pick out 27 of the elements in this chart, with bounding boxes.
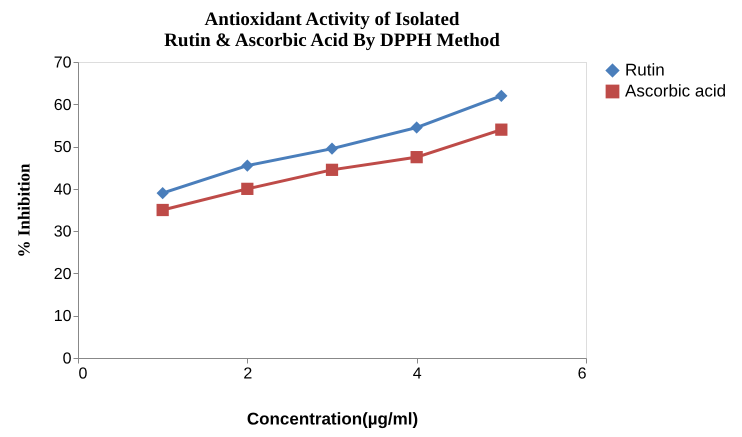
point	[156, 186, 169, 200]
y-tick-label: 70	[54, 54, 72, 72]
legend-label: Rutin	[625, 60, 665, 80]
point	[156, 204, 169, 216]
point	[326, 164, 338, 176]
y-tick-label: 60	[54, 96, 72, 114]
x-axis-title: Concentration(µg/ml)	[246, 410, 418, 428]
y-tick-label: 10	[54, 308, 72, 326]
y-tick-label: 30	[54, 224, 72, 241]
point	[241, 182, 254, 195]
x-tick-label: 0	[78, 366, 88, 382]
x-tick-label: 6	[578, 366, 587, 382]
point	[495, 124, 508, 136]
x-tick-label: 4	[412, 366, 422, 382]
x-tick-label: 2	[243, 366, 252, 382]
point	[410, 151, 423, 164]
point	[495, 90, 508, 102]
y-tick-label: 50	[54, 139, 72, 156]
y-tick-label: 40	[54, 181, 72, 198]
point	[410, 121, 423, 134]
y-tick-label: 20	[54, 266, 72, 283]
y-axis-title: % Inhibition	[14, 162, 34, 258]
chart-title: Antioxidant Activity of Isolated Rutin & Ascorbic Acid By DPPH Method	[164, 9, 500, 51]
legend-label: Ascorbic acid	[625, 82, 726, 100]
point	[326, 142, 338, 155]
point	[241, 159, 254, 172]
y-tick-label: 0	[62, 350, 72, 368]
